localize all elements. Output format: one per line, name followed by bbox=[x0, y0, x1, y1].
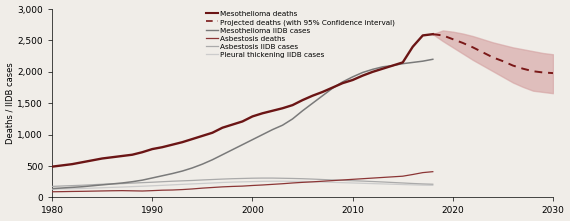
Legend: Mesothelioma deaths, Projected deaths (with 95% Confidence interval), Mesothelio: Mesothelioma deaths, Projected deaths (w… bbox=[206, 11, 396, 58]
Y-axis label: Deaths / IIDB cases: Deaths / IIDB cases bbox=[6, 62, 15, 144]
